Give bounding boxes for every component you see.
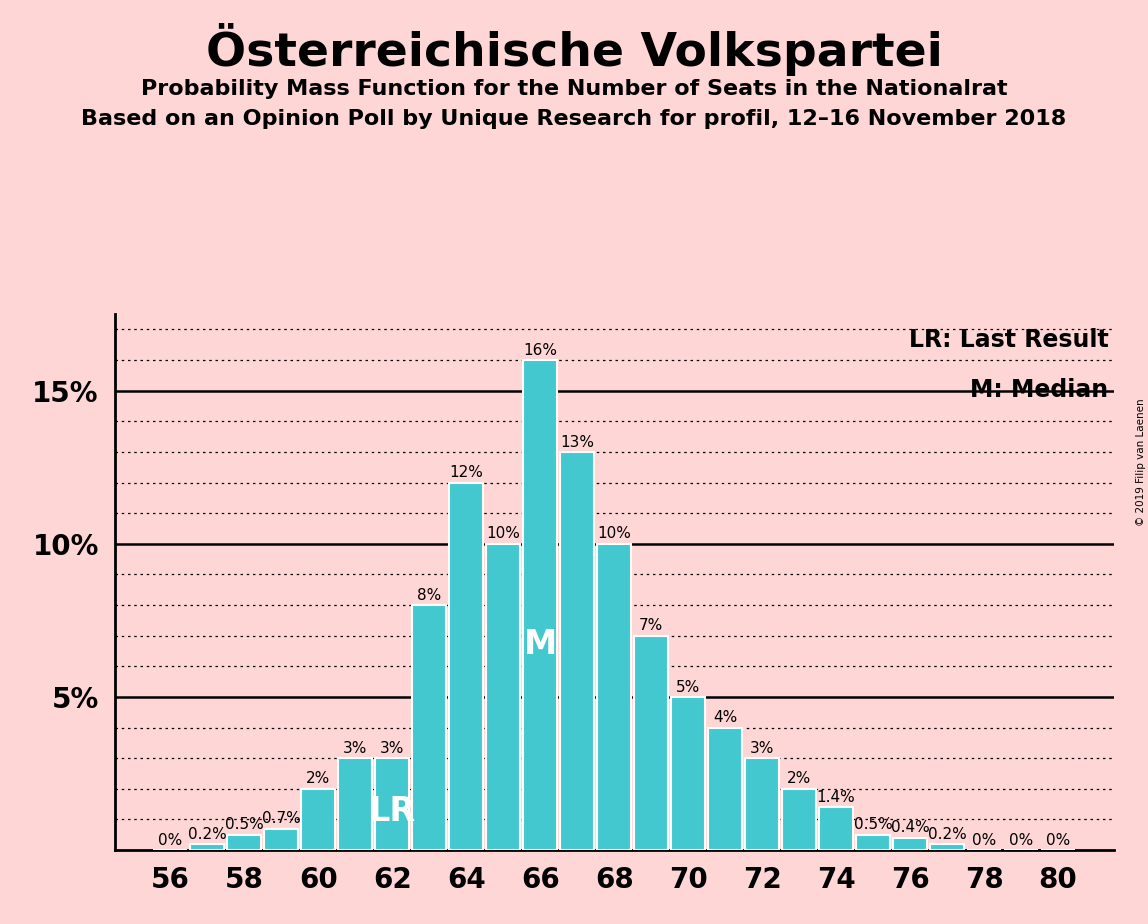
Text: 1.4%: 1.4% <box>816 790 855 805</box>
Text: 0.4%: 0.4% <box>891 821 930 835</box>
Text: 7%: 7% <box>639 618 664 633</box>
Text: Based on an Opinion Poll by Unique Research for profil, 12–16 November 2018: Based on an Opinion Poll by Unique Resea… <box>82 109 1066 129</box>
Text: 8%: 8% <box>417 588 441 602</box>
Bar <box>893 838 928 850</box>
Text: 0.5%: 0.5% <box>225 818 264 833</box>
Text: M: Median: M: Median <box>970 379 1109 403</box>
Text: 2%: 2% <box>307 772 331 786</box>
Text: 16%: 16% <box>523 343 557 358</box>
Text: 0.2%: 0.2% <box>928 826 967 842</box>
Text: 0%: 0% <box>972 833 996 847</box>
Text: LR: LR <box>369 795 416 828</box>
Text: 4%: 4% <box>713 711 737 725</box>
Text: Probability Mass Function for the Number of Seats in the Nationalrat: Probability Mass Function for the Number… <box>141 79 1007 99</box>
Bar <box>523 360 557 850</box>
Bar <box>708 727 742 850</box>
Text: 2%: 2% <box>788 772 812 786</box>
Text: 13%: 13% <box>560 434 595 449</box>
Text: 5%: 5% <box>676 679 700 695</box>
Text: LR: Last Result: LR: Last Result <box>909 328 1109 351</box>
Bar <box>487 544 520 850</box>
Bar <box>820 808 853 850</box>
Text: M: M <box>523 627 557 661</box>
Text: 3%: 3% <box>750 741 775 756</box>
Bar <box>375 759 409 850</box>
Text: 3%: 3% <box>343 741 367 756</box>
Text: 0.2%: 0.2% <box>188 826 226 842</box>
Text: 0%: 0% <box>1046 833 1070 847</box>
Text: 3%: 3% <box>380 741 404 756</box>
Text: © 2019 Filip van Laenen: © 2019 Filip van Laenen <box>1135 398 1146 526</box>
Text: 10%: 10% <box>597 527 631 541</box>
Text: 10%: 10% <box>487 527 520 541</box>
Bar <box>597 544 631 850</box>
Bar <box>782 789 816 850</box>
Text: Österreichische Volkspartei: Österreichische Volkspartei <box>205 23 943 76</box>
Bar <box>930 844 964 850</box>
Bar <box>672 697 705 850</box>
Bar <box>560 452 595 850</box>
Bar <box>191 844 224 850</box>
Bar <box>227 834 262 850</box>
Text: 0.5%: 0.5% <box>854 818 892 833</box>
Bar <box>856 834 890 850</box>
Bar <box>301 789 335 850</box>
Text: 12%: 12% <box>449 465 483 480</box>
Bar <box>339 759 372 850</box>
Bar <box>745 759 779 850</box>
Bar <box>634 636 668 850</box>
Text: 0%: 0% <box>1009 833 1033 847</box>
Bar <box>449 482 483 850</box>
Bar <box>264 829 298 850</box>
Text: 0.7%: 0.7% <box>262 811 301 826</box>
Text: 0%: 0% <box>158 833 183 847</box>
Bar <box>412 605 447 850</box>
